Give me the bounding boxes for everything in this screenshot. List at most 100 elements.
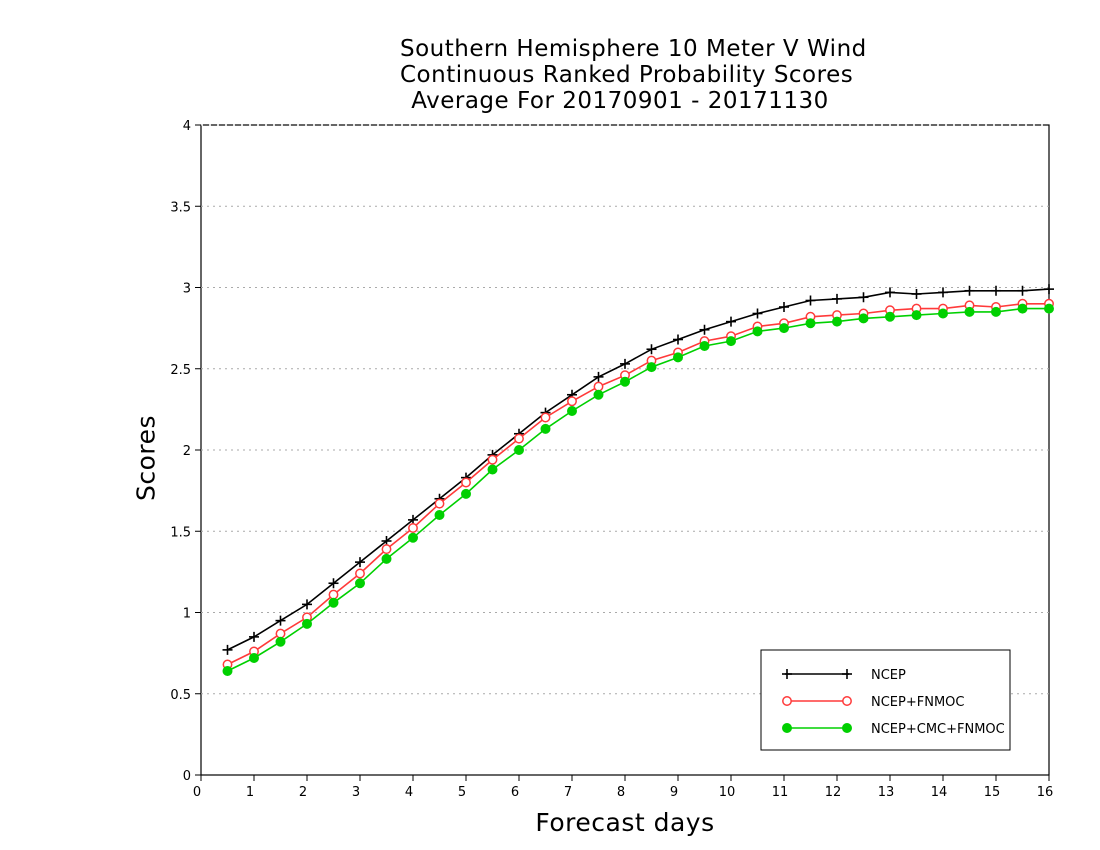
data-point-series-3 bbox=[858, 313, 869, 324]
data-point-series-3 bbox=[487, 464, 498, 475]
x-tick-label: 11 bbox=[772, 785, 789, 800]
data-point-series-3 bbox=[567, 406, 577, 416]
legend-marker-1 bbox=[842, 669, 852, 679]
data-point-series-1 bbox=[938, 287, 948, 298]
y-tick-label: 1 bbox=[183, 607, 191, 622]
chart-title-line-1: Southern Hemisphere 10 Meter V Wind bbox=[400, 36, 867, 62]
data-point-series-2 bbox=[567, 396, 577, 407]
data-point-series-3 bbox=[832, 316, 842, 327]
data-point-series-1 bbox=[646, 344, 657, 355]
series-line-3 bbox=[227, 307, 1049, 672]
legend-label-3: NCEP+CMC+FNMOC bbox=[871, 722, 1005, 737]
data-point-series-3 bbox=[991, 306, 1001, 317]
data-point-series-3 bbox=[275, 636, 286, 647]
legend-label-1: NCEP bbox=[871, 668, 906, 683]
x-tick-label: 2 bbox=[299, 785, 307, 800]
chart-title-line-2: Continuous Ranked Probability Scores bbox=[400, 62, 854, 88]
data-point-series-3 bbox=[699, 341, 710, 351]
data-point-series-2 bbox=[355, 568, 365, 579]
data-point-series-2 bbox=[328, 589, 339, 600]
y-tick-label: 3.5 bbox=[170, 200, 191, 215]
x-tick-label: 7 bbox=[564, 785, 572, 800]
data-point-series-3 bbox=[1017, 303, 1028, 314]
series-line-1 bbox=[227, 288, 1050, 651]
data-point-series-3 bbox=[1044, 303, 1054, 314]
data-point-series-3 bbox=[805, 318, 816, 329]
x-tick-label: 8 bbox=[617, 785, 625, 800]
data-point-series-2 bbox=[275, 628, 286, 639]
x-tick-label: 13 bbox=[878, 785, 895, 800]
data-point-series-2 bbox=[434, 498, 445, 509]
data-point-series-1 bbox=[673, 334, 683, 345]
data-point-series-1 bbox=[964, 285, 975, 296]
y-tick-label: 0 bbox=[183, 769, 191, 784]
series-line-2 bbox=[227, 302, 1049, 666]
x-tick-label: 6 bbox=[511, 785, 519, 800]
data-point-series-3 bbox=[646, 362, 657, 373]
y-tick-label: 2.5 bbox=[170, 363, 191, 378]
data-point-series-1 bbox=[328, 578, 339, 589]
data-point-series-1 bbox=[911, 289, 922, 299]
data-point-series-3 bbox=[328, 597, 339, 608]
data-point-series-3 bbox=[355, 578, 365, 589]
data-point-series-1 bbox=[1044, 284, 1054, 295]
x-tick-label: 15 bbox=[984, 785, 1001, 800]
data-point-series-1 bbox=[593, 371, 604, 382]
data-point-series-3 bbox=[779, 323, 789, 334]
data-point-series-3 bbox=[752, 326, 763, 337]
data-point-series-2 bbox=[593, 381, 604, 392]
legend-box bbox=[760, 649, 1011, 751]
data-point-series-3 bbox=[249, 653, 259, 663]
x-tick-label: 0 bbox=[193, 785, 201, 800]
data-point-series-2 bbox=[381, 544, 392, 555]
data-point-series-3 bbox=[673, 352, 683, 363]
data-point-series-1 bbox=[699, 324, 710, 335]
legend-marker-3 bbox=[782, 723, 792, 733]
data-point-series-1 bbox=[222, 644, 233, 655]
data-point-series-3 bbox=[514, 445, 524, 455]
y-tick-label: 2 bbox=[183, 444, 191, 459]
x-tick-label: 3 bbox=[352, 785, 360, 800]
y-tick-label: 3 bbox=[183, 282, 191, 297]
data-point-series-2 bbox=[461, 477, 471, 488]
legend-label-2: NCEP+FNMOC bbox=[871, 695, 964, 710]
data-point-series-3 bbox=[408, 532, 418, 543]
data-point-series-3 bbox=[302, 618, 312, 629]
data-point-series-1 bbox=[275, 615, 286, 626]
data-point-series-1 bbox=[1017, 285, 1028, 296]
y-tick-label: 0.5 bbox=[170, 688, 191, 703]
y-axis-label: Scores bbox=[131, 414, 161, 502]
x-tick-label: 5 bbox=[458, 785, 466, 800]
x-tick-label: 4 bbox=[405, 785, 413, 800]
x-axis-label: Forecast days bbox=[535, 808, 715, 837]
data-point-series-3 bbox=[911, 310, 922, 321]
data-point-series-3 bbox=[593, 389, 604, 400]
chart-title-line-3: Average For 20170901 - 20171130 bbox=[411, 88, 829, 114]
data-point-series-1 bbox=[805, 295, 816, 306]
data-point-series-3 bbox=[726, 336, 736, 347]
data-point-series-3 bbox=[434, 510, 445, 520]
x-tick-label: 10 bbox=[719, 785, 736, 800]
data-point-series-3 bbox=[620, 376, 630, 387]
data-point-series-2 bbox=[514, 433, 524, 444]
data-point-series-1 bbox=[726, 316, 736, 327]
x-tick-label: 1 bbox=[246, 785, 254, 800]
data-point-series-3 bbox=[381, 553, 392, 564]
x-tick-label: 12 bbox=[825, 785, 842, 800]
data-point-series-1 bbox=[779, 302, 789, 312]
data-point-series-1 bbox=[991, 285, 1001, 296]
x-tick-label: 14 bbox=[931, 785, 948, 800]
data-point-series-2 bbox=[487, 454, 498, 465]
data-point-series-3 bbox=[540, 423, 551, 434]
data-point-series-3 bbox=[222, 666, 233, 676]
data-point-series-1 bbox=[832, 293, 842, 304]
legend-marker-3 bbox=[842, 723, 852, 733]
data-point-series-1 bbox=[302, 599, 312, 610]
legend-marker-2 bbox=[842, 696, 852, 706]
data-point-series-3 bbox=[964, 306, 975, 317]
data-point-series-3 bbox=[885, 311, 895, 322]
data-point-series-1 bbox=[355, 557, 365, 568]
x-tick-label: 16 bbox=[1037, 785, 1054, 800]
data-point-series-2 bbox=[540, 412, 551, 423]
